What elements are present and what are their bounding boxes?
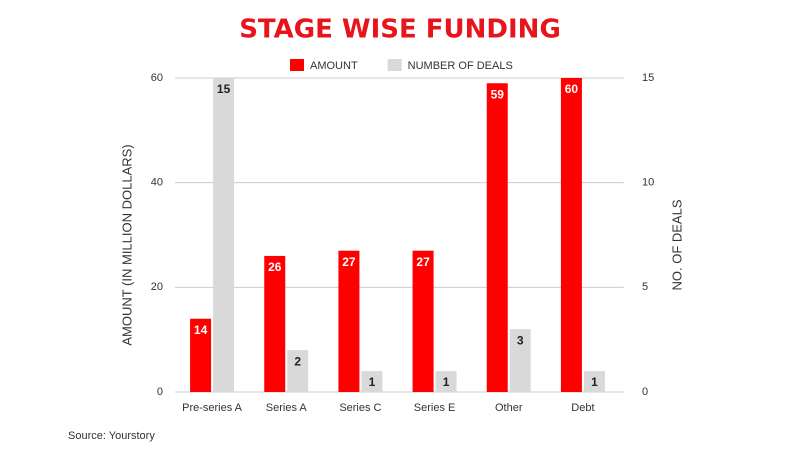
bar [412, 250, 434, 392]
bar [213, 78, 235, 392]
data-label: 60 [565, 82, 579, 96]
bar [264, 255, 286, 392]
y2-tick-label: 10 [642, 177, 654, 189]
x-tick-label: Series E [414, 402, 456, 414]
data-label: 15 [217, 82, 231, 96]
data-label: 3 [517, 333, 524, 347]
y2-tick-label: 0 [642, 386, 648, 398]
bar [287, 350, 309, 392]
y-tick-label: 0 [157, 386, 163, 398]
data-label: 27 [342, 255, 356, 269]
data-label: 59 [491, 87, 505, 101]
bar [583, 371, 605, 392]
data-label: 1 [443, 375, 450, 389]
bar [361, 371, 383, 392]
y2-axis-label: NO. OF DEALS [669, 199, 684, 290]
bar [486, 83, 508, 392]
x-tick-label: Series A [266, 402, 308, 414]
y-tick-label: 20 [151, 281, 163, 293]
legend-label: AMOUNT [310, 60, 358, 72]
data-label: 27 [416, 255, 430, 269]
y-tick-label: 40 [151, 177, 163, 189]
data-label: 2 [294, 354, 301, 368]
bar [190, 318, 212, 392]
data-label: 1 [369, 375, 376, 389]
data-label: 1 [591, 375, 598, 389]
bar [560, 78, 582, 392]
bar [509, 329, 531, 392]
y-axis-label: AMOUNT (IN MILLION DOLLARS) [119, 144, 134, 345]
bar [435, 371, 457, 392]
x-tick-label: Pre-series A [182, 402, 243, 414]
data-label: 14 [194, 323, 208, 337]
legend-label: NUMBER OF DEALS [408, 60, 513, 72]
y2-tick-label: 5 [642, 281, 648, 293]
source-note: Source: Yourstory [68, 430, 155, 442]
y-tick-label: 60 [151, 72, 163, 84]
x-tick-label: Other [495, 402, 523, 414]
x-tick-label: Series C [339, 402, 381, 414]
data-label: 26 [268, 260, 282, 274]
y2-tick-label: 15 [642, 72, 654, 84]
legend-swatch [387, 59, 402, 71]
bar [338, 250, 360, 392]
legend-swatch [290, 59, 304, 71]
chart-title: STAGE WISE FUNDING [239, 15, 561, 45]
x-tick-label: Debt [571, 402, 594, 414]
